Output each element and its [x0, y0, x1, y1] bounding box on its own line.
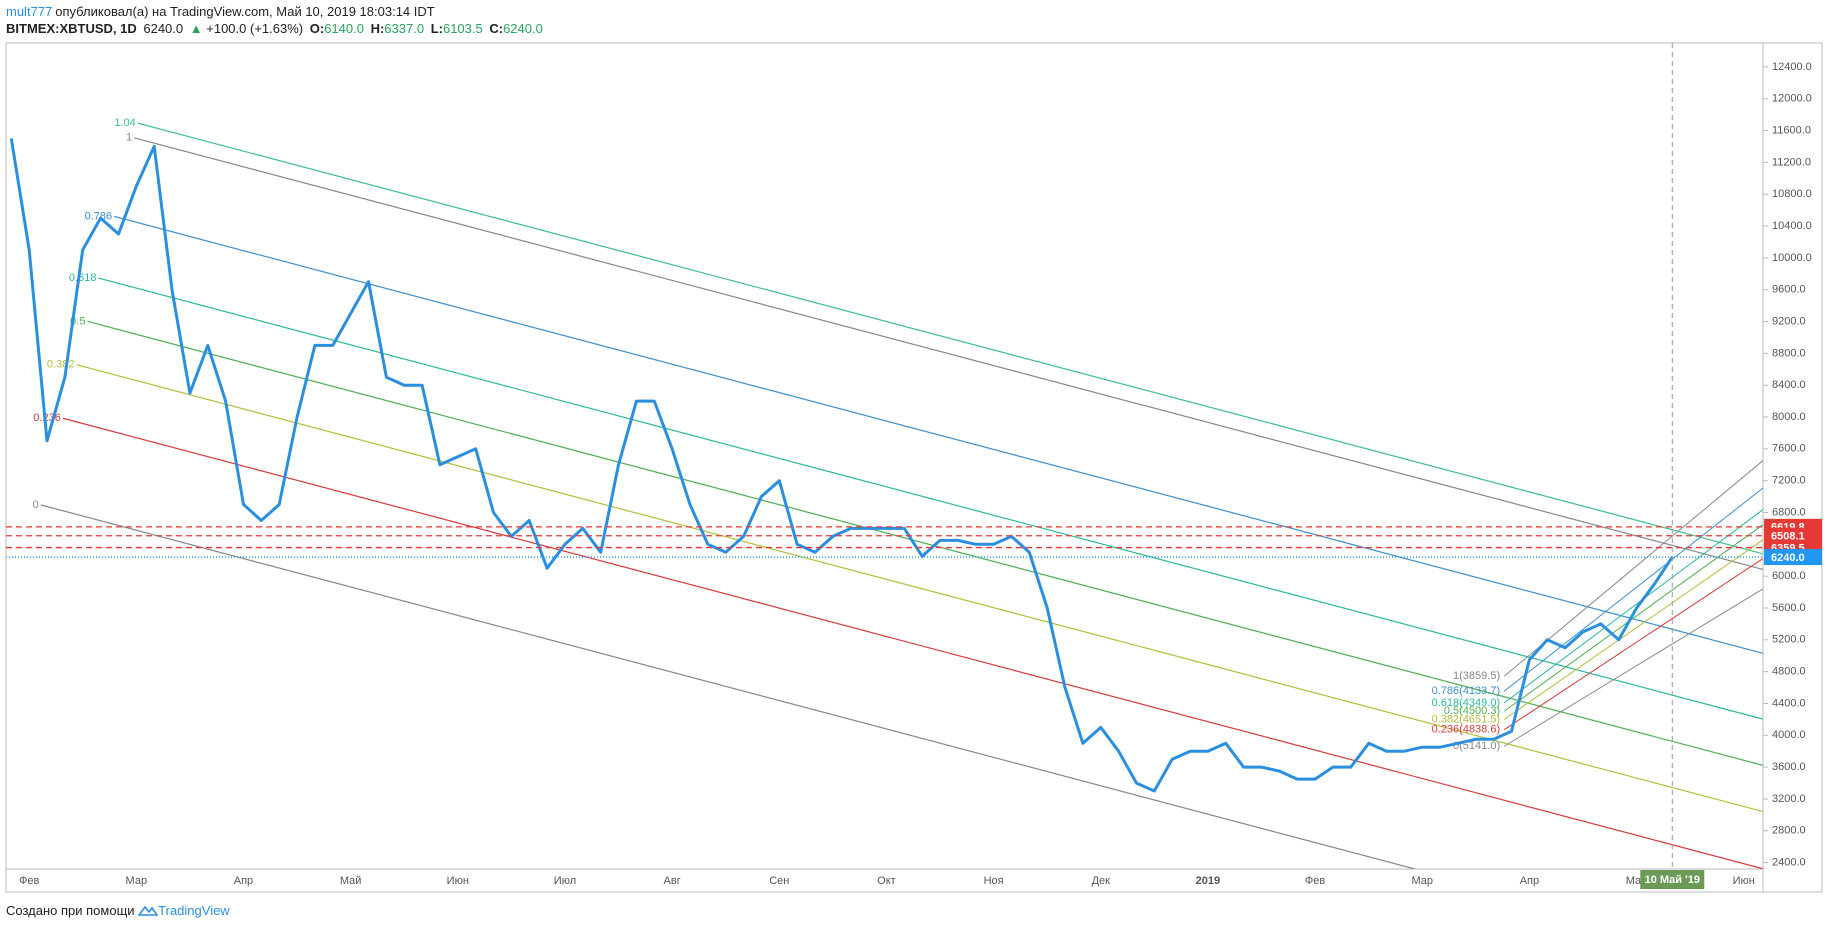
fib-label-2: 0.5(4500.3) [1444, 705, 1500, 717]
y-tick-label: 10400.0 [1772, 220, 1812, 232]
high-label: H: [370, 21, 385, 36]
y-tick-label: 7200.0 [1772, 475, 1806, 487]
y-tick-label: 8000.0 [1772, 411, 1806, 423]
y-tick-label: 8800.0 [1772, 347, 1806, 359]
footer-text: Создано при помощи [6, 903, 135, 918]
change: +100.0 (+1.63%) [206, 21, 304, 36]
brand-logo [137, 905, 159, 916]
arrow: ▲ [189, 21, 203, 36]
y-tick-label: 10000.0 [1772, 252, 1812, 264]
y-tick-label: 9200.0 [1772, 315, 1806, 327]
chart-frame [5, 42, 1823, 893]
x-tick-label: Июл [554, 875, 576, 887]
price-tag-label: 6240.0 [1771, 552, 1805, 564]
fib-line [137, 122, 1763, 555]
fib-line [76, 364, 1763, 813]
x-tick-label: Апр [1520, 875, 1539, 887]
x-tick-label: Авг [664, 875, 681, 887]
fib-label: 0.382 [47, 359, 75, 371]
close-label: C: [489, 21, 504, 36]
x-tick-label: Фев [1305, 875, 1325, 887]
price-tag [1764, 549, 1822, 566]
y-tick-label: 4800.0 [1772, 666, 1806, 678]
x-tick-label: Май [340, 875, 362, 887]
low: 6103.5 [442, 21, 483, 36]
x-tick-label: Сен [769, 875, 789, 887]
fib-label-2: 0.786(4133.7) [1432, 685, 1501, 697]
x-tick-label: 2019 [1196, 875, 1220, 887]
symbol: BITMEX:XBTUSD, 1D [6, 21, 137, 36]
fib-line-2 [1503, 558, 1763, 731]
x-tick-label: Фев [19, 875, 39, 887]
x-tick-label: Окт [877, 875, 896, 887]
header-line-1: mult777 опубликовал(а) на TradingView.com… [6, 4, 438, 19]
last-price: 6240.0 [143, 21, 184, 36]
x-tick-label: Мар [1411, 875, 1433, 887]
y-tick-label: 5600.0 [1772, 602, 1806, 614]
close: 6240.0 [503, 21, 543, 36]
y-tick-label: 11200.0 [1772, 156, 1811, 168]
published: опубликовал(а) на TradingView.com, Май 1… [55, 4, 435, 19]
y-tick-label: 4400.0 [1772, 697, 1806, 709]
x-tick-label: Июн [447, 875, 469, 887]
fib-label: 1.04 [114, 117, 135, 129]
fib-line [87, 320, 1763, 766]
fib-label: 0.618 [69, 272, 97, 284]
low-label: L: [430, 21, 443, 36]
fib-label: 1 [126, 132, 132, 144]
x-tick-label: Мар [126, 875, 148, 887]
footer: Создано при помощи TradingView [6, 903, 230, 918]
cursor-tag [1640, 870, 1705, 889]
open: 6140.0 [324, 21, 364, 36]
x-tick-label: Июн [1733, 875, 1755, 887]
y-tick-label: 9600.0 [1772, 284, 1806, 296]
y-tick-label: 6000.0 [1772, 570, 1806, 582]
high: 6337.0 [384, 21, 425, 36]
price-line-series [9, 138, 1674, 793]
fib-label: 0 [33, 499, 39, 511]
footer-brand[interactable]: TradingView [158, 903, 230, 918]
x-tick-label: Ноя [984, 875, 1004, 887]
y-tick-label: 5200.0 [1772, 634, 1806, 646]
fib-line [40, 504, 1418, 869]
y-tick-label: 8400.0 [1772, 379, 1806, 391]
y-tick-label: 10800.0 [1772, 188, 1812, 200]
y-tick-label: 4000.0 [1772, 729, 1806, 741]
y-tick-label: 2800.0 [1772, 825, 1806, 837]
header-line-2: BITMEX:XBTUSD, 1D 6240.0 ▲ +100.0 (+1.63… [6, 21, 546, 36]
y-tick-label: 3600.0 [1772, 761, 1806, 773]
y-tick-label: 6800.0 [1772, 506, 1806, 518]
fib-line-2 [1503, 524, 1763, 712]
fib-label-2: 0.382(4651.5) [1432, 713, 1501, 725]
x-tick-label: Дек [1092, 875, 1111, 887]
fib-label-2: 0.618(4349.0) [1432, 697, 1501, 709]
y-tick-label: 12000.0 [1772, 93, 1812, 105]
fib-label: 0.236 [33, 412, 61, 424]
y-tick-label: 11600.0 [1772, 124, 1811, 136]
fib-line [62, 417, 1763, 869]
y-tick-label: 7600.0 [1772, 443, 1806, 455]
y-tick-label: 3200.0 [1772, 793, 1806, 805]
fib-line-2 [1503, 588, 1763, 747]
y-tick-label: 12400.0 [1772, 61, 1812, 73]
fib-label: 0.786 [85, 210, 113, 222]
fib-line-2 [1503, 487, 1763, 692]
y-tick-label: 2400.0 [1772, 857, 1806, 869]
fib-line [113, 215, 1763, 654]
fib-label-2: 0.236(4838.6) [1432, 724, 1501, 736]
open-label: O: [309, 21, 325, 36]
fib-line [98, 277, 1763, 720]
x-tick-label: Апр [234, 875, 253, 887]
fib-line-2 [1503, 509, 1763, 704]
plot-area: 1.0410.7860.6180.50.3820.23601(3859.5)0.… [9, 117, 1763, 869]
author[interactable]: mult777 [6, 4, 53, 19]
fib-line [133, 137, 1763, 571]
fib-line-2 [1503, 539, 1763, 720]
chart: 1.0410.7860.6180.50.3820.23601(3859.5)0.… [5, 42, 1823, 893]
cursor-tag-label: 10 Май '19 [1645, 874, 1700, 886]
fib-label-2: 1(3859.5) [1453, 670, 1500, 682]
